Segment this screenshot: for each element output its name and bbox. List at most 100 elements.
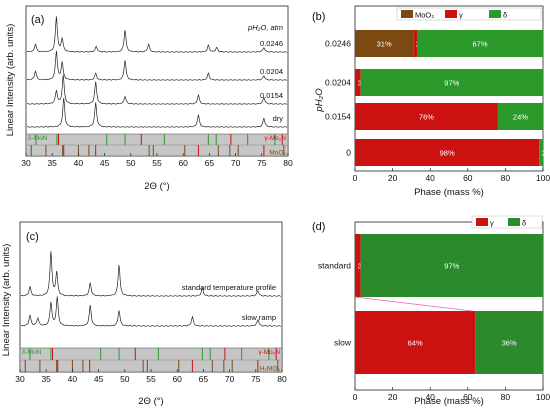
x-tick-label-4: 80: [501, 173, 511, 183]
x-tick-label-2: 40: [74, 158, 84, 168]
x-tick-label-7: 65: [199, 374, 209, 384]
bar-label-1-1: 64%: [408, 339, 423, 348]
category-label-2: 0.0154: [325, 112, 351, 122]
panel-a-letter: (a): [31, 14, 44, 26]
legend-swatch-0: [476, 218, 488, 226]
category-label-0: 0.0246: [325, 39, 351, 49]
bar-label-1-2: 36%: [502, 339, 517, 348]
x-tick-label-4: 50: [126, 158, 136, 168]
bar-label-0-2: 97%: [444, 262, 459, 271]
category-label-3: 0: [346, 148, 351, 158]
bar-3-2: [539, 139, 543, 166]
x-tick-label-8: 70: [225, 374, 235, 384]
bar-0-0: [355, 30, 414, 57]
panel-c-x-ticks: 30 35 40 45 50 55 60 65 70 75 80: [15, 369, 287, 384]
panel-d-x-axis-label: Phase (mass %): [414, 396, 484, 407]
panel-b-legend: MoO₂ γ δ: [396, 7, 542, 21]
panel-d-category-labels: standard slow: [318, 261, 352, 348]
panel-c-x-axis-label: 2Θ (°): [138, 396, 163, 407]
x-tick-label-1: 35: [47, 158, 57, 168]
reference-label-gamma: γ-Mo₂N: [264, 135, 286, 142]
legend-label-1: δ: [522, 219, 526, 228]
pattern-line-3: [26, 98, 288, 128]
x-tick-label-5: 100: [536, 392, 550, 402]
x-tick-label-2: 40: [68, 374, 78, 384]
panel-b-x-axis-label: Phase (mass %): [414, 187, 484, 198]
panel-a-x-ticks: 30 35 40 45 50 55 60 65 70 75 80: [21, 153, 293, 168]
pattern-label-0: standard temperature profile: [182, 283, 276, 292]
pattern-line-0: [20, 251, 282, 297]
bar-0-1: [413, 30, 418, 57]
zoom-connector-left: [354, 296, 473, 312]
bar-1-1: [355, 69, 361, 96]
pattern-line-1: [26, 50, 288, 81]
legend-label-0: γ: [490, 219, 494, 228]
legend-swatch-0: [401, 10, 413, 18]
legend-label-2: δ: [503, 11, 507, 20]
bar-label-0-2: 67%: [473, 40, 488, 49]
panel-a-legend-header: pH₂O, atm: [247, 23, 283, 32]
x-tick-label-4: 80: [501, 392, 511, 402]
panel-c: (c) standard temperature profile slow ram…: [1, 221, 287, 407]
reference-label-third: H₂MO₅: [260, 366, 281, 373]
pattern-line-0: [26, 16, 288, 53]
legend-swatch-1: [508, 218, 520, 226]
bar-3-1: [355, 139, 540, 166]
legend-swatch-2: [489, 10, 501, 18]
category-label-1: slow: [334, 338, 352, 348]
reference-label-gamma: γ-Mo₂N: [258, 349, 280, 356]
panel-a-x-axis-label: 2Θ (°): [144, 181, 169, 192]
pattern-label-0: 0.0246: [260, 39, 283, 48]
legend-box: [471, 215, 543, 229]
legend-label-1: γ: [459, 11, 463, 20]
panel-d-x-ticks: 0 20 40 60 80 100: [353, 387, 550, 402]
x-tick-label-5: 55: [146, 374, 156, 384]
category-label-1: 0.0204: [325, 78, 351, 88]
x-tick-label-5: 100: [536, 173, 550, 183]
x-tick-label-2: 40: [425, 392, 435, 402]
pattern-label-1: slow ramp: [242, 313, 276, 322]
x-tick-label-0: 0: [353, 173, 358, 183]
panel-b-category-labels: 0.0246 0.0204 0.0154 0: [325, 39, 351, 158]
panel-b-y-axis-label: pH₂O: [314, 88, 325, 113]
reference-label-third: MoO₂: [269, 150, 286, 157]
x-tick-label-3: 45: [100, 158, 110, 168]
x-tick-label-1: 20: [388, 392, 398, 402]
legend-swatch-1: [445, 10, 457, 18]
bar-2-2: [497, 103, 543, 130]
panel-a-patterns: 0.0246 0.0204 0.0154 dry: [26, 16, 288, 128]
panel-b-bars: 31%2%67%3%97%76%24%98%2%: [355, 30, 550, 166]
bar-1-1: [355, 311, 476, 374]
pattern-line-2: [26, 74, 288, 105]
bar-1-2: [475, 311, 543, 374]
bar-label-2-2: 24%: [513, 113, 528, 122]
bar-label-2-1: 76%: [419, 113, 434, 122]
panel-c-patterns: standard temperature profile slow ramp: [20, 251, 282, 327]
panel-d-letter: (d): [312, 221, 325, 233]
x-tick-label-3: 45: [94, 374, 104, 384]
legend-box: [396, 7, 542, 21]
pattern-label-1: 0.0204: [260, 67, 283, 76]
pattern-label-3: dry: [273, 114, 284, 123]
x-tick-label-3: 60: [463, 173, 473, 183]
bar-label-3-2: 2%: [542, 149, 550, 158]
x-tick-label-9: 75: [257, 158, 267, 168]
panel-b-letter: (b): [312, 11, 325, 23]
reference-label-delta: δ-MoN: [28, 135, 48, 142]
x-tick-label-3: 60: [463, 392, 473, 402]
panel-a-reference-strip: δ-MoN γ-Mo₂N MoO₂: [25, 133, 289, 157]
bar-0-2: [417, 30, 543, 57]
bar-0-1: [355, 234, 361, 297]
bar-label-0-0: 31%: [377, 40, 392, 49]
panel-c-reference-strip: δ-MoN γ-Mo₂N H₂MO₅: [19, 347, 283, 373]
x-tick-label-1: 35: [41, 374, 51, 384]
x-tick-label-2: 40: [425, 173, 435, 183]
pattern-line-1: [20, 296, 282, 327]
bar-label-1-2: 97%: [444, 79, 459, 88]
x-tick-label-10: 80: [277, 374, 287, 384]
pattern-label-2: 0.0154: [260, 91, 283, 100]
x-tick-label-10: 80: [283, 158, 293, 168]
